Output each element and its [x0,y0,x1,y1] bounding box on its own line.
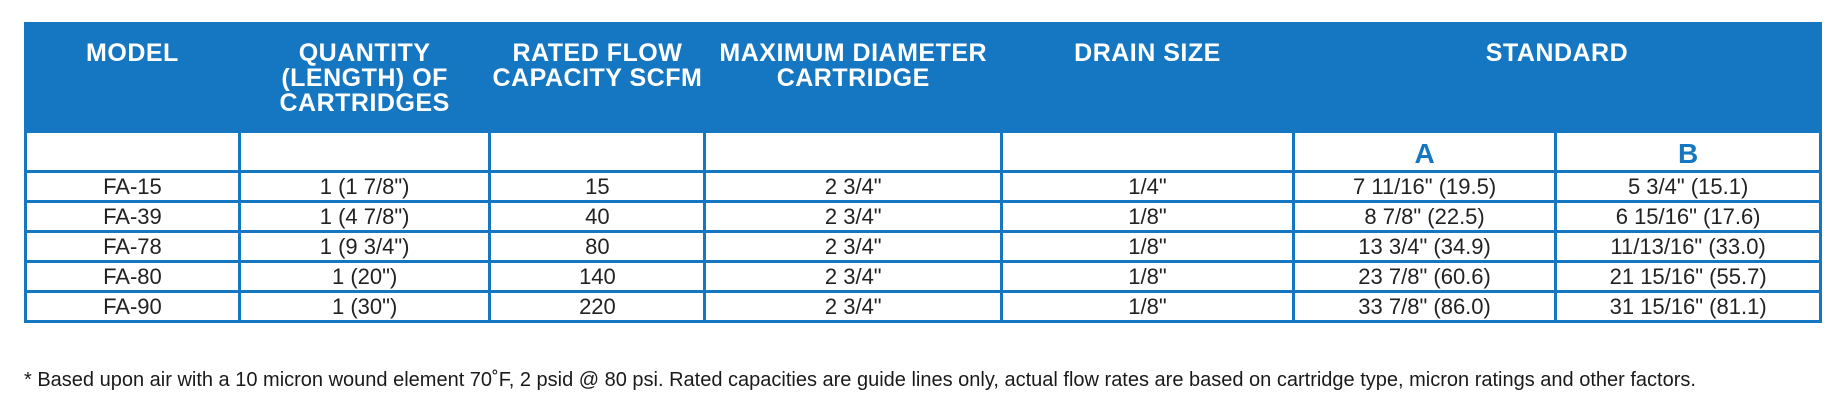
header-quantity: QUANTITY (LENGTH) OF CARTRIDGES [237,22,492,133]
cell-standard-a: 23 7/8" (60.6) [1291,260,1558,293]
cell-flow: 15 [488,170,707,203]
cell-quantity: 1 (20") [237,260,492,293]
sub-header-empty [237,130,492,173]
cell-standard-b: 6 15/16" (17.6) [1554,200,1822,233]
cell-quantity: 1 (30") [237,290,492,323]
sub-header-empty [1000,130,1295,173]
cell-drain: 1/8" [1000,260,1295,293]
cell-diameter: 2 3/4" [703,230,1004,263]
cell-quantity: 1 (9 3/4") [237,230,492,263]
cell-flow: 80 [488,230,707,263]
sub-header-a-cell: A [1291,130,1558,173]
cell-drain: 1/8" [1000,200,1295,233]
header-row: MODEL QUANTITY (LENGTH) OF CARTRIDGES RA… [24,22,1823,133]
cell-flow: 40 [488,200,707,233]
header-max-diameter: MAXIMUM DIAMETER CARTRIDGE [703,22,1004,133]
cell-quantity: 1 (4 7/8") [237,200,492,233]
cell-model: FA-78 [24,230,241,263]
table-row: FA-15 1 (1 7/8") 15 2 3/4" 1/4" 7 11/16"… [24,170,1822,203]
cell-drain: 1/8" [1000,290,1295,323]
cell-standard-b: 5 3/4" (15.1) [1554,170,1822,203]
sub-header-empty [703,130,1004,173]
cell-diameter: 2 3/4" [703,170,1004,203]
cell-model: FA-15 [24,170,241,203]
cell-model: FA-80 [24,260,241,293]
spec-table: MODEL QUANTITY (LENGTH) OF CARTRIDGES RA… [24,22,1823,323]
sub-header-empty [488,130,707,173]
cell-standard-a: 13 3/4" (34.9) [1291,230,1558,263]
cell-standard-b: 31 15/16" (81.1) [1554,290,1822,323]
cell-model: FA-90 [24,290,241,323]
cell-standard-a: 8 7/8" (22.5) [1291,200,1558,233]
table-row: FA-78 1 (9 3/4") 80 2 3/4" 1/8" 13 3/4" … [24,230,1822,263]
cell-standard-b: 11/13/16" (33.0) [1554,230,1822,263]
cell-quantity: 1 (1 7/8") [237,170,492,203]
sub-header-row: A B [24,130,1822,173]
sub-header-b: B [1678,138,1699,169]
sub-header-empty [24,130,241,173]
cell-drain: 1/8" [1000,230,1295,263]
cell-diameter: 2 3/4" [703,200,1004,233]
table-row: FA-39 1 (4 7/8") 40 2 3/4" 1/8" 8 7/8" (… [24,200,1822,233]
cell-drain: 1/4" [1000,170,1295,203]
table-row: FA-80 1 (20") 140 2 3/4" 1/8" 23 7/8" (6… [24,260,1822,293]
header-model: MODEL [24,22,241,133]
header-standard: STANDARD [1291,22,1823,133]
sub-header-b-cell: B [1554,130,1822,173]
table-row: FA-90 1 (30") 220 2 3/4" 1/8" 33 7/8" (8… [24,290,1822,323]
cell-model: FA-39 [24,200,241,233]
cell-flow: 140 [488,260,707,293]
cell-flow: 220 [488,290,707,323]
cell-standard-b: 21 15/16" (55.7) [1554,260,1822,293]
cell-standard-a: 33 7/8" (86.0) [1291,290,1558,323]
cell-diameter: 2 3/4" [703,290,1004,323]
header-rated-flow: RATED FLOW CAPACITY SCFM [488,22,707,133]
cell-diameter: 2 3/4" [703,260,1004,293]
cell-standard-a: 7 11/16" (19.5) [1291,170,1558,203]
sub-header-a: A [1414,138,1435,169]
header-drain-size: DRAIN SIZE [1000,22,1295,133]
footnote: * Based upon air with a 10 micron wound … [24,369,1696,391]
